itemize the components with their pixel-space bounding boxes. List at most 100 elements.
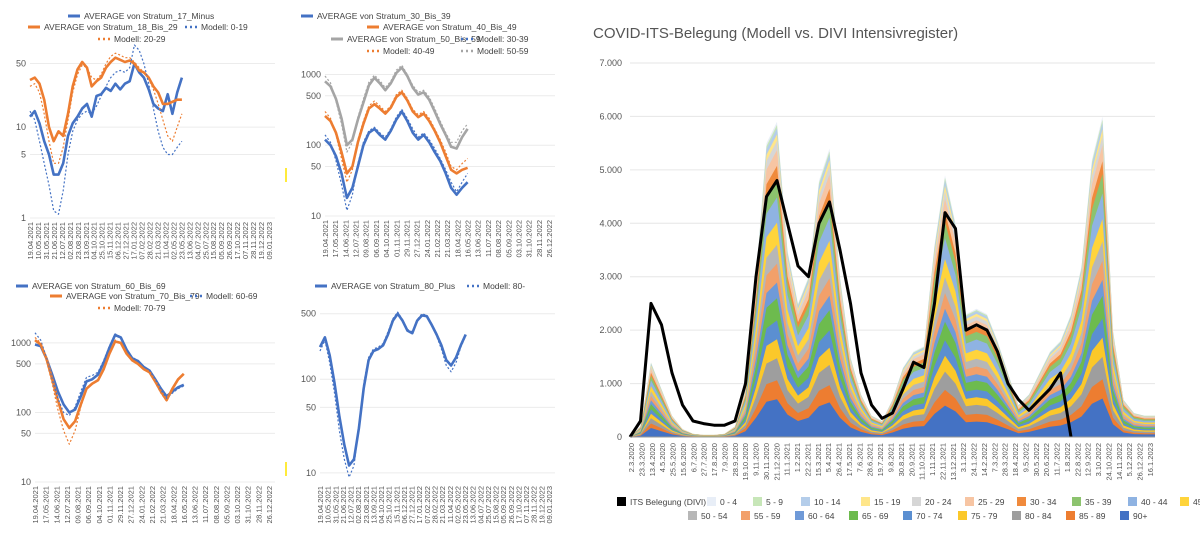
x-tick-label: 9.5.2022 bbox=[1021, 443, 1030, 472]
x-tick-label: 22.2.2021 bbox=[803, 443, 812, 476]
legend-item: AVERAGE von Stratum_60_Bis_69 bbox=[16, 281, 166, 291]
x-tick-label: 09.08.2021 bbox=[362, 220, 371, 258]
x-tick-label: 18.04.2022 bbox=[453, 220, 462, 258]
y-tick-label: 1 bbox=[21, 213, 26, 223]
legend-label: AVERAGE von Stratum_17_Minus bbox=[84, 11, 214, 21]
x-tick-label: 04.10.2021 bbox=[382, 220, 391, 258]
y-tick-label: 7.000 bbox=[599, 58, 622, 68]
legend-item: 60 - 64 bbox=[795, 511, 835, 521]
x-tick-label: 07.11.2022 bbox=[241, 222, 250, 259]
x-tick-label: 9.8.2021 bbox=[887, 443, 896, 472]
legend-item: AVERAGE von Stratum_18_Bis_29 bbox=[28, 22, 178, 32]
x-tick-label: 21.02.2022 bbox=[148, 486, 157, 524]
x-tick-label: 20.6.2022 bbox=[1042, 443, 1051, 476]
legend-item: Modell: 70-79 bbox=[98, 303, 166, 313]
y-tick-label: 50 bbox=[306, 402, 316, 412]
x-tick-label: 23.05.2022 bbox=[177, 222, 186, 260]
y-tick-label: 2.000 bbox=[599, 325, 622, 335]
x-tick-label: 11.1.2021 bbox=[783, 443, 792, 476]
x-tick-label: 07.11.2022 bbox=[522, 486, 531, 523]
legend-item: Modell: 40-49 bbox=[367, 46, 435, 56]
x-tick-label: 27.12.2021 bbox=[413, 220, 422, 258]
y-tick-label: 1000 bbox=[301, 69, 321, 79]
x-tick-label: 25.10.2021 bbox=[385, 486, 394, 524]
x-tick-label: 21.02.2022 bbox=[433, 220, 442, 258]
legend-swatch bbox=[741, 511, 750, 520]
y-tick-label: 5.000 bbox=[599, 165, 622, 175]
legend-item: 90+ bbox=[1120, 511, 1147, 521]
x-tick-label: 21.06.2021 bbox=[339, 486, 348, 524]
x-tick-label: 28.11.2022 bbox=[530, 486, 539, 523]
legend-item: 30 - 34 bbox=[1017, 497, 1057, 507]
series-line bbox=[29, 44, 183, 215]
legend-label: Modell: 20-29 bbox=[114, 34, 166, 44]
x-tick-label: 27.7.2020 bbox=[700, 443, 709, 476]
legend-swatch bbox=[1120, 511, 1129, 520]
legend-swatch bbox=[1012, 511, 1021, 520]
x-tick-label: 15.08.2022 bbox=[209, 222, 218, 260]
x-tick-label: 16.1.2023 bbox=[1146, 443, 1155, 476]
x-tick-label: 06.09.2021 bbox=[372, 220, 381, 258]
x-tick-label: 17.10.2022 bbox=[514, 486, 523, 524]
legend-swatch bbox=[707, 497, 716, 506]
x-tick-label: 08.08.2022 bbox=[212, 486, 221, 524]
x-tick-label: 13.06.2022 bbox=[474, 220, 483, 258]
y-tick-label: 50 bbox=[16, 59, 26, 69]
x-tick-label: 12.9.2022 bbox=[1084, 443, 1093, 476]
y-tick-label: 4.000 bbox=[599, 218, 622, 228]
x-tick-label: 07.02.2022 bbox=[138, 222, 147, 260]
legend-item: 25 - 29 bbox=[965, 497, 1005, 507]
legend-item: 40 - 44 bbox=[1128, 497, 1168, 507]
y-tick-label: 10 bbox=[21, 477, 31, 487]
x-tick-label: 22.8.2022 bbox=[1073, 443, 1082, 476]
x-tick-label: 19.10.2020 bbox=[741, 443, 750, 481]
x-tick-label: 21.03.2022 bbox=[438, 486, 447, 524]
x-tick-label: 15.11.2021 bbox=[392, 486, 401, 523]
legend-item: AVERAGE von Stratum_70_Bis_79 bbox=[50, 291, 200, 301]
legend-label: 10 - 14 bbox=[814, 497, 841, 507]
x-tick-label: 17.05.2021 bbox=[331, 220, 340, 258]
x-tick-label: 12.07.2021 bbox=[347, 486, 356, 524]
x-tick-label: 09.01.2023 bbox=[265, 222, 274, 260]
legend-item: Modell: 30-39 bbox=[461, 34, 529, 44]
y-tick-label: 100 bbox=[16, 407, 31, 417]
legend-item: Modell: 60-69 bbox=[190, 291, 258, 301]
legend-item: 45 - 49 bbox=[1180, 497, 1200, 507]
legend-label: 65 - 69 bbox=[862, 511, 889, 521]
legend-label: 50 - 54 bbox=[701, 511, 728, 521]
legend-label: 75 - 79 bbox=[971, 511, 998, 521]
series-line bbox=[318, 312, 467, 467]
x-tick-label: 04.07.2022 bbox=[476, 486, 485, 524]
x-tick-label: 02.05.2022 bbox=[169, 222, 178, 260]
series-line bbox=[319, 311, 467, 478]
x-tick-label: 31.05.2021 bbox=[42, 222, 51, 260]
x-tick-label: 26.09.2022 bbox=[225, 222, 234, 260]
legend-item: AVERAGE von Stratum_40_Bis_49 bbox=[367, 22, 517, 32]
y-tick-label: 6.000 bbox=[599, 111, 622, 121]
legend-swatch bbox=[1072, 497, 1081, 506]
legend-item: 10 - 14 bbox=[801, 497, 841, 507]
legend-item: 80 - 84 bbox=[1012, 511, 1052, 521]
x-tick-label: 25.07.2022 bbox=[484, 486, 493, 524]
y-tick-label: 10 bbox=[16, 122, 26, 132]
x-tick-label: 30.5.2022 bbox=[1032, 443, 1041, 476]
x-tick-label: 17.05.2021 bbox=[42, 486, 51, 524]
y-tick-label: 500 bbox=[306, 91, 321, 101]
series-line bbox=[324, 108, 469, 211]
x-tick-label: 11.7.2022 bbox=[1053, 443, 1062, 476]
x-tick-label: 19.12.2022 bbox=[257, 222, 266, 260]
legend-label: AVERAGE von Stratum_50_Bis_59 bbox=[347, 34, 481, 44]
x-tick-label: 14.11.2022 bbox=[1115, 443, 1124, 480]
legend-item: 5 - 9 bbox=[753, 497, 783, 507]
x-tick-label: 11.04.2022 bbox=[161, 222, 170, 259]
legend-swatch bbox=[965, 497, 974, 506]
x-tick-label: 10.05.2021 bbox=[324, 486, 333, 524]
x-tick-label: 01.11.2021 bbox=[105, 486, 114, 523]
legend-label: 0 - 4 bbox=[720, 497, 737, 507]
series-line bbox=[324, 91, 469, 175]
x-tick-label: 11.07.2022 bbox=[201, 486, 210, 523]
legend-label: 30 - 34 bbox=[1030, 497, 1057, 507]
x-tick-label: 13.06.2022 bbox=[185, 222, 194, 260]
legend-item: 65 - 69 bbox=[849, 511, 889, 521]
